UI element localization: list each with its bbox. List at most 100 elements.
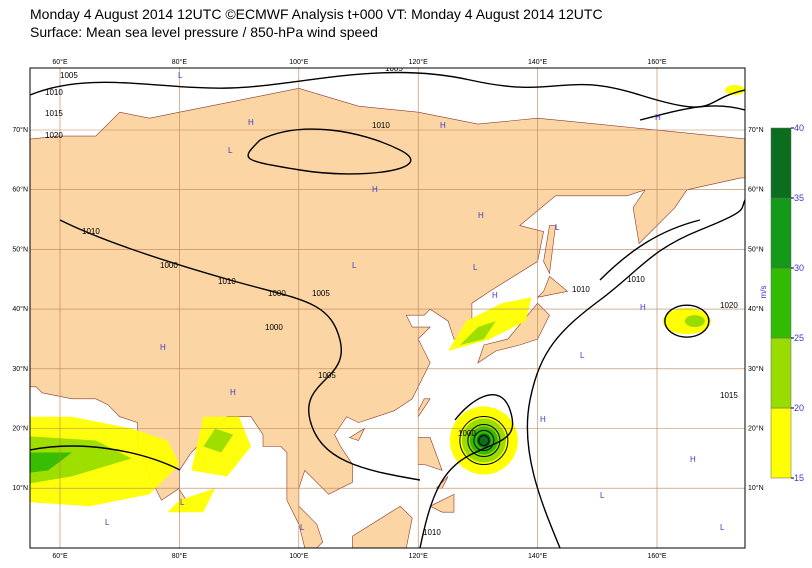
lat-label-left: 70°N: [12, 126, 28, 134]
pressure-center: H: [230, 388, 236, 397]
lat-label-left: 50°N: [12, 245, 28, 253]
isobar-label: 1010: [82, 227, 100, 236]
lat-label-right: 30°N: [748, 365, 764, 373]
lon-label-bottom: 140°E: [528, 552, 547, 560]
lat-label-left: 40°N: [12, 305, 28, 313]
pressure-center: H: [372, 185, 378, 194]
lat-label-left: 10°N: [12, 484, 28, 492]
pressure-center: L: [105, 518, 110, 527]
pressure-center: H: [478, 211, 484, 220]
colorbar-segment: [770, 267, 792, 339]
isobar: [59, 219, 421, 481]
lon-label-top: 140°E: [528, 58, 547, 66]
isobar-label: 1015: [45, 109, 63, 118]
pressure-center: H: [655, 113, 661, 122]
pressure-center: L: [555, 223, 560, 232]
colorbar-label: 15: [794, 473, 804, 483]
colorbar: 15 20 25 30 35 40 m/s: [759, 123, 804, 483]
lon-label-bottom: 120°E: [409, 552, 428, 560]
colorbar-label: 25: [794, 333, 804, 343]
colorbar-unit: m/s: [759, 286, 768, 299]
lat-label-left: 30°N: [12, 365, 28, 373]
land: [352, 505, 413, 548]
isobar: [526, 199, 745, 548]
lat-label-right: 60°N: [748, 186, 764, 194]
pressure-center: H: [540, 415, 546, 424]
isobar: [467, 424, 501, 458]
isobar-label: 1010: [372, 121, 390, 130]
isobar-label: 1010: [572, 285, 590, 294]
lat-label-right: 20°N: [748, 425, 764, 433]
isobar-label: 1000: [265, 323, 283, 332]
isobar-label: 1000: [268, 289, 286, 298]
map-frame: [29, 67, 746, 549]
pressure-center: L: [600, 491, 605, 500]
wind-area: [460, 321, 496, 345]
pressure-center: L: [473, 263, 478, 272]
isobar-label: 1005: [385, 64, 403, 73]
isobar-label: 1020: [720, 301, 738, 310]
lon-label-bottom: 100°E: [289, 552, 308, 560]
wind-area: [684, 315, 705, 328]
lat-label-right: 70°N: [748, 126, 764, 134]
isobar: [478, 435, 490, 447]
subtitle: Surface: Mean sea level pressure / 850-h…: [30, 24, 378, 40]
lat-label-left: 60°N: [12, 186, 28, 194]
lat-label-right: 10°N: [748, 484, 764, 492]
isobar: [599, 219, 701, 281]
wind-area: [203, 428, 234, 453]
isobar-label: 1005: [60, 71, 78, 80]
isobar-label: 1005: [318, 371, 336, 380]
colorbar-segment: [770, 337, 792, 409]
isobar: [30, 445, 181, 471]
pressure-center: H: [690, 455, 696, 464]
colorbar-label: 20: [794, 403, 804, 413]
lat-label-right: 50°N: [748, 245, 764, 253]
isobar: [30, 71, 745, 108]
pressure-center: L: [228, 146, 233, 155]
isobar-label: 1010: [45, 88, 63, 97]
pressure-center: H: [492, 291, 498, 300]
title: Monday 4 August 2014 12UTC ©ECMWF Analys…: [30, 6, 603, 22]
colorbar-label: 40: [794, 123, 804, 133]
pressure-center: L: [178, 71, 183, 80]
pressure-center: L: [720, 523, 725, 532]
wind-area: [725, 85, 745, 95]
isobar: [419, 394, 514, 548]
pressure-center: H: [160, 343, 166, 352]
pressure-center: L: [180, 498, 185, 507]
isobar-label: 1015: [720, 391, 738, 400]
isobar-label: 1000: [458, 429, 476, 438]
isobar-label: 1020: [45, 131, 63, 140]
pressure-center: L: [352, 261, 357, 270]
isobar-label: 1010: [423, 528, 441, 537]
colorbar-segment: [770, 127, 792, 199]
lon-label-bottom: 160°E: [647, 552, 666, 560]
lon-label-top: 80°E: [172, 58, 188, 66]
lon-label-bottom: 60°E: [52, 552, 68, 560]
colorbar-label: 35: [794, 193, 804, 203]
pressure-center: L: [300, 523, 305, 532]
pressure-center: H: [640, 303, 646, 312]
lat-label-right: 40°N: [748, 305, 764, 313]
wind-area: [30, 452, 72, 473]
isobar: [473, 430, 495, 452]
pressure-center: H: [440, 121, 446, 130]
lat-label-left: 20°N: [12, 425, 28, 433]
pressure-center: H: [248, 118, 254, 127]
lon-label-top: 160°E: [647, 58, 666, 66]
colorbar-label: 30: [794, 263, 804, 273]
map: 1005 1010 1015 1020 1005 1010 1010 1000 1005 1000…: [30, 64, 745, 548]
isobar-label: 1010: [218, 277, 236, 286]
lon-label-top: 120°E: [409, 58, 428, 66]
isobar: [459, 416, 509, 466]
lon-label-bottom: 80°E: [172, 552, 188, 560]
isobar-label: 1000: [160, 261, 178, 270]
land: [536, 275, 569, 298]
land: [429, 493, 455, 513]
land: [348, 427, 366, 441]
isobar-label: 1005: [312, 289, 330, 298]
pressure-center: L: [580, 351, 585, 360]
isobar: [247, 128, 412, 175]
